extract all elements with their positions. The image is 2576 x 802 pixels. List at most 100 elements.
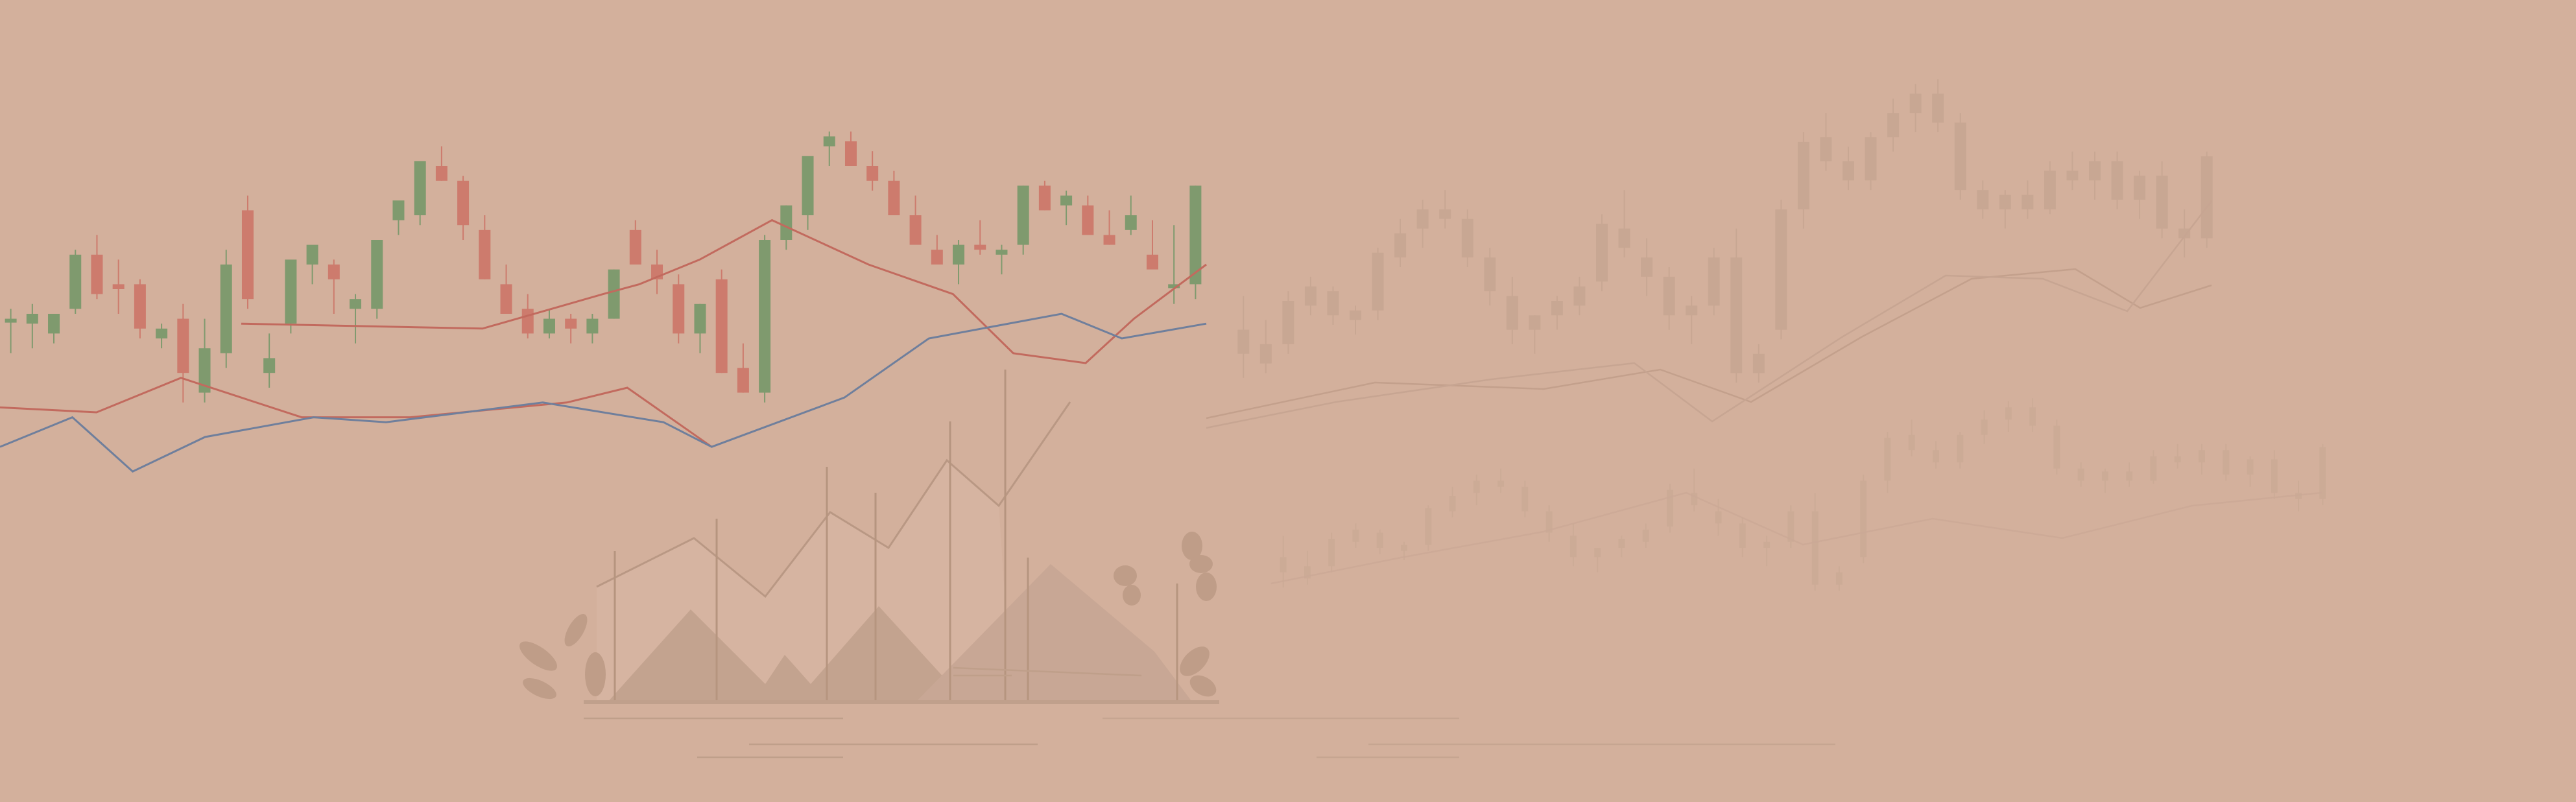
faded-lower-candle-body-3 <box>1328 539 1335 567</box>
candle-body-21 <box>435 166 447 181</box>
candle-body-32 <box>673 284 685 334</box>
faded-lower-candle-body-12 <box>1545 511 1553 533</box>
faded-lower-candle-body-11 <box>1521 486 1529 512</box>
faded-candle-body-17 <box>1596 224 1608 282</box>
faded-lower-candle-body-28 <box>1933 450 1939 463</box>
faded-lower-candle-body-34 <box>2077 468 2084 481</box>
ground-strip <box>584 700 1219 704</box>
candle-body-30 <box>629 230 641 265</box>
leaf-6 <box>1189 555 1213 573</box>
candle-body-27 <box>565 318 577 329</box>
faded-ma-line-3 <box>1270 491 2322 585</box>
candle-body-39 <box>823 136 835 147</box>
faded-candle-body-44 <box>2200 156 2213 239</box>
faded-lower-candle-body-19 <box>1715 511 1722 524</box>
candle-body-37 <box>780 205 793 240</box>
faded-lower-candle-body-30 <box>1981 419 1988 435</box>
faded-candle-body-32 <box>1932 93 1944 123</box>
faded-candle-body-10 <box>1439 209 1451 219</box>
faded-candle-body-25 <box>1775 209 1787 330</box>
candle-body-15 <box>306 244 318 265</box>
faded-lower-candle-body-2 <box>1304 566 1311 579</box>
candle-body-51 <box>1082 205 1094 235</box>
leaf-11 <box>1189 675 1217 697</box>
faded-lower-candle-body-18 <box>1691 493 1698 506</box>
faded-moving-average-lines <box>1206 200 2322 585</box>
candle-body-35 <box>737 368 749 393</box>
candle-body-20 <box>414 161 426 215</box>
faded-lower-candle-body-7 <box>1425 508 1432 545</box>
faded-candle-body-40 <box>2111 161 2123 200</box>
candle-body-19 <box>392 200 405 220</box>
faded-candle-body-34 <box>1977 190 1989 209</box>
faded-lower-candle-body-17 <box>1667 489 1673 527</box>
faded-lower-candle-body-43 <box>2295 493 2302 499</box>
ma-line-2 <box>241 218 1207 364</box>
candle-body-38 <box>802 156 814 215</box>
candle-body-3 <box>48 314 60 334</box>
faded-lower-candle-body-13 <box>1569 536 1577 558</box>
faded-lower-candle-body-33 <box>2053 425 2060 469</box>
faded-candle-body-16 <box>1573 286 1586 306</box>
faded-candle-body-11 <box>1461 218 1473 258</box>
faded-lower-candle-body-1 <box>1280 557 1287 572</box>
faded-lower-candle-body-4 <box>1352 529 1359 542</box>
candle-body-2 <box>26 314 38 324</box>
faded-candle-body-18 <box>1618 228 1630 248</box>
faded-candle-body-6 <box>1350 310 1361 320</box>
faded-lower-candle-body-22 <box>1787 511 1795 542</box>
faded-lower-candle-body-27 <box>1908 434 1915 451</box>
candle-body-34 <box>715 279 728 373</box>
candle-body-46 <box>974 244 986 250</box>
leaf-10 <box>1180 646 1210 676</box>
candle-body-41 <box>866 166 879 181</box>
faded-lower-candle-body-26 <box>1884 438 1891 481</box>
faded-candle-body-28 <box>1843 161 1854 181</box>
faded-lower-candle-body-25 <box>1860 480 1867 558</box>
faded-candle-body-7 <box>1372 252 1384 311</box>
faded-candle-body-35 <box>1999 195 2011 209</box>
candle-body-1 <box>5 318 17 323</box>
candle-body-45 <box>953 244 965 265</box>
candle-body-28 <box>586 318 599 334</box>
candle-body-50 <box>1060 195 1073 206</box>
faded-candle-body-3 <box>1282 301 1294 344</box>
ma-line-1 <box>0 377 713 448</box>
candle-body-16 <box>328 265 340 279</box>
candle-body-23 <box>479 230 491 279</box>
faded-candle-body-1 <box>1237 329 1250 354</box>
candle-body-17 <box>350 299 362 309</box>
faded-lower-candle-body-21 <box>1763 541 1771 548</box>
faded-candle-body-14 <box>1529 315 1541 330</box>
faded-candlestick-chart <box>1237 79 2213 383</box>
candle-body-33 <box>694 303 706 334</box>
faded-candle-body-8 <box>1394 233 1407 258</box>
faded-candle-body-36 <box>2021 195 2034 209</box>
candle-body-26 <box>543 318 555 334</box>
candle-body-54 <box>1146 254 1158 270</box>
faded-candle-body-2 <box>1259 344 1272 364</box>
faded-candle-body-15 <box>1551 301 1563 316</box>
faded-candle-body-19 <box>1641 257 1653 277</box>
faded-candle-body-27 <box>1820 137 1832 161</box>
faded-lower-candle-body-35 <box>2101 471 2108 481</box>
leaf-1 <box>519 641 557 671</box>
faded-lower-candle-body-41 <box>2247 459 2254 475</box>
faded-lower-candle-body-15 <box>1618 539 1625 548</box>
faded-candle-body-26 <box>1797 141 1809 209</box>
faded-lower-candle-body-20 <box>1739 523 1746 548</box>
faded-candle-body-38 <box>2066 171 2079 181</box>
leaf-3 <box>523 678 556 700</box>
faded-candle-body-9 <box>1416 209 1429 229</box>
candle-body-24 <box>500 284 512 314</box>
candle-body-18 <box>371 240 383 309</box>
faded-lower-candle-body-37 <box>2150 456 2157 481</box>
faded-lower-candle-body-16 <box>1642 529 1649 542</box>
faded-candle-body-33 <box>1954 123 1966 191</box>
faded-candle-body-21 <box>1686 305 1698 316</box>
candle-body-42 <box>888 180 900 215</box>
candle-body-55 <box>1168 284 1180 289</box>
ground-line-4 <box>953 666 1142 677</box>
faded-lower-candle-body-36 <box>2126 471 2133 481</box>
candle-body-36 <box>759 240 771 393</box>
